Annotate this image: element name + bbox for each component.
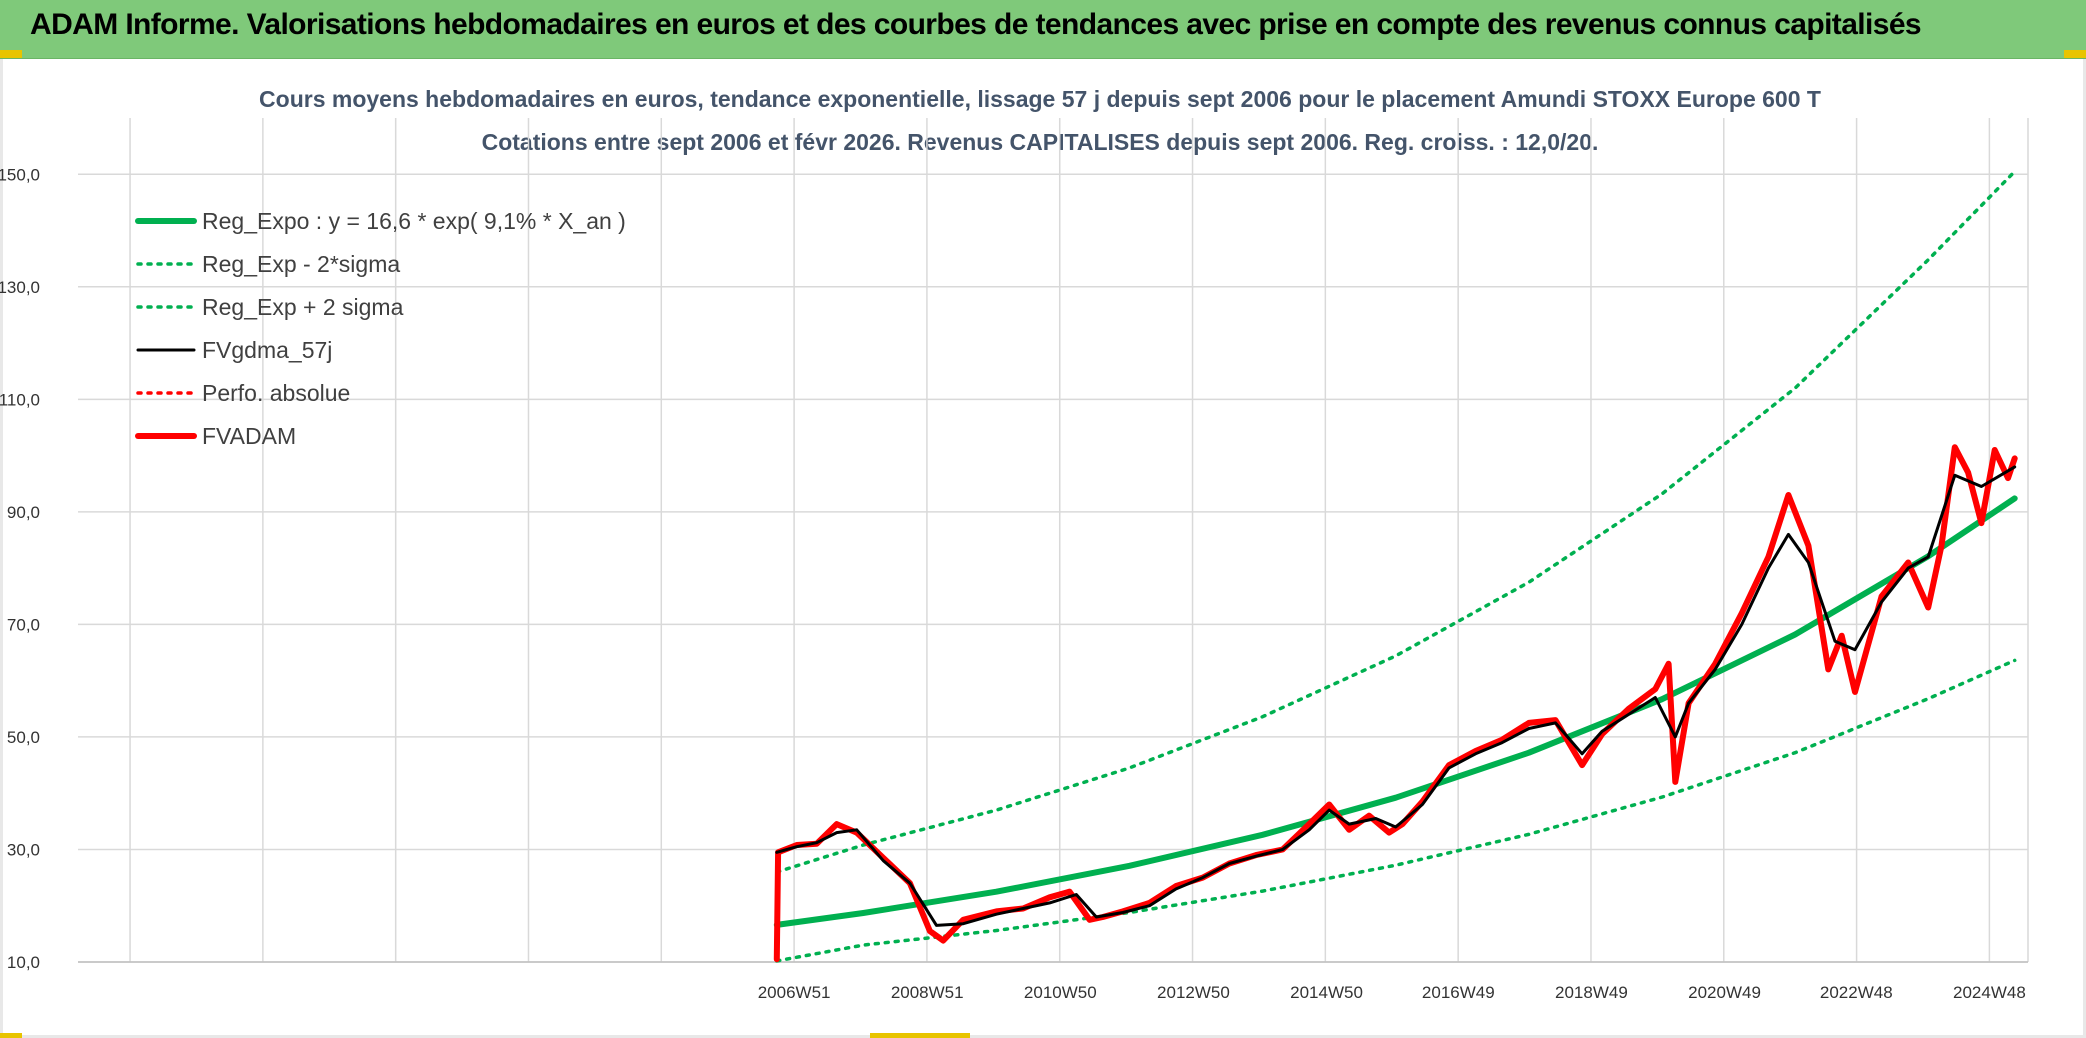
legend-label: FVADAM <box>202 423 296 449</box>
series-line-2 <box>775 169 2017 874</box>
x-tick-label: 2020W49 <box>1688 983 1761 1002</box>
legend-label: FVgdma_57j <box>202 337 332 363</box>
legend-label: Reg_Exp - 2*sigma <box>202 251 400 277</box>
y-tick-label: 10,0 <box>7 953 40 972</box>
gridlines <box>78 118 2029 963</box>
report-title: ADAM Informe. Valorisations hebdomadaire… <box>30 8 1922 41</box>
banner-accent-left <box>0 50 22 58</box>
y-tick-label: 90,0 <box>7 503 40 522</box>
x-tick-label: 2014W50 <box>1290 983 1363 1002</box>
y-tick-label: 150,0 <box>0 165 40 184</box>
series-line-1 <box>775 658 2017 963</box>
chart-title: Cours moyens hebdomadaires en euros, ten… <box>259 86 1821 112</box>
banner-accent-right <box>2064 50 2086 58</box>
series-lines <box>773 169 2018 963</box>
x-tick-label: 2016W49 <box>1422 983 1495 1002</box>
series-line-3 <box>775 465 2017 927</box>
y-tick-label: 110,0 <box>0 390 40 409</box>
series-line-0 <box>773 495 2018 928</box>
y-tick-label: 70,0 <box>7 615 40 634</box>
series-line-5 <box>773 444 2018 963</box>
legend-label: Perfo. absolue <box>202 380 350 406</box>
x-tick-label: 2006W51 <box>758 983 831 1002</box>
x-tick-label: 2022W48 <box>1820 983 1893 1002</box>
x-tick-label: 2008W51 <box>891 983 964 1002</box>
y-tick-label: 30,0 <box>7 840 40 859</box>
x-tick-label: 2024W48 <box>1953 983 2026 1002</box>
x-tick-label: 2018W49 <box>1555 983 1628 1002</box>
chart-subtitle: Cotations entre sept 2006 et févr 2026. … <box>482 129 1599 155</box>
legend-label: Reg_Expo : y = 16,6 * exp( 9,1% * X_an ) <box>202 208 626 234</box>
x-tick-label: 2012W50 <box>1157 983 1230 1002</box>
bottom-accent-mid <box>870 1033 970 1038</box>
legend: Reg_Expo : y = 16,6 * exp( 9,1% * X_an )… <box>135 208 626 449</box>
legend-label: Reg_Exp + 2 sigma <box>202 294 404 320</box>
axes: 10,0 30,0 50,0 70,0 90,0 110,0 130,0 150,0 2006W… <box>0 165 2028 1002</box>
report-banner: ADAM Informe. Valorisations hebdomadaire… <box>0 0 2086 59</box>
chart: Cours moyens hebdomadaires en euros, ten… <box>0 86 2029 1002</box>
y-tick-label: 130,0 <box>0 278 40 297</box>
bottom-accent-left <box>0 1033 22 1038</box>
x-tick-label: 2010W50 <box>1024 983 1097 1002</box>
y-tick-label: 50,0 <box>7 728 40 747</box>
